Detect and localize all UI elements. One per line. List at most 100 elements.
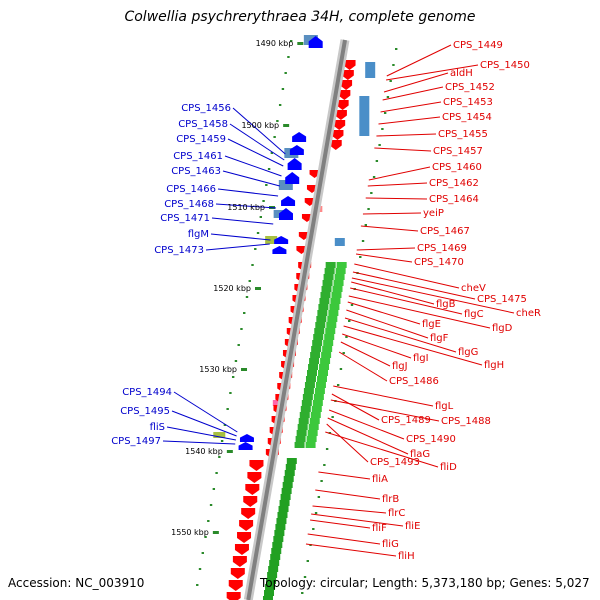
leader-line xyxy=(224,155,282,177)
leader-line xyxy=(352,271,476,300)
feature-box xyxy=(308,424,319,430)
guide-dot xyxy=(278,104,282,106)
guide-dot xyxy=(218,456,221,458)
guide-dot xyxy=(392,64,395,66)
guide-dot xyxy=(209,504,213,506)
gene-label: CPS_1490 xyxy=(406,434,456,445)
guide-dot xyxy=(350,304,354,306)
feature-box xyxy=(304,382,315,388)
forward-gene-arrow xyxy=(274,236,289,244)
guide-dot xyxy=(375,160,379,162)
gene-labels: 1490 kbp 1500 kbp 1510 kbp 1520 kbp 1530 kbp… xyxy=(111,39,541,562)
guide-dot xyxy=(254,248,257,250)
forward-gene-arrow xyxy=(289,145,304,155)
feature-box xyxy=(286,458,297,464)
scale-ticks xyxy=(196,40,398,594)
leader-line xyxy=(315,489,381,500)
gene-label: CPS_1449 xyxy=(453,40,503,51)
feature-box xyxy=(311,406,322,412)
feature-box xyxy=(298,418,309,424)
leader-line xyxy=(356,247,416,251)
feature-box xyxy=(270,554,281,560)
gene-label: CPS_1463 xyxy=(171,166,221,177)
feature-box xyxy=(320,292,331,298)
feature-box xyxy=(275,524,286,530)
leader-line xyxy=(166,426,237,441)
feature-box xyxy=(324,268,335,274)
guide-dot xyxy=(248,280,251,282)
guide-dot xyxy=(196,584,199,586)
feature-box xyxy=(330,298,341,304)
feature-box xyxy=(316,376,327,382)
feature-box xyxy=(312,340,323,346)
leader-line xyxy=(343,325,483,366)
feature-tracks xyxy=(213,35,376,600)
feature-box xyxy=(321,352,332,358)
leader-line xyxy=(362,212,422,215)
feature-box xyxy=(306,436,317,442)
leader-line xyxy=(355,253,413,263)
guide-dot xyxy=(284,72,287,74)
gene-label: CPS_1462 xyxy=(429,178,479,189)
feature-box xyxy=(302,394,313,400)
gene-label: flgE xyxy=(422,319,441,330)
gene-label: aldH xyxy=(450,68,473,79)
scale-tick xyxy=(297,42,304,45)
gene-label: CPS_1459 xyxy=(176,134,226,145)
guide-dot xyxy=(223,424,227,426)
leader-line xyxy=(348,295,491,329)
leader-line xyxy=(229,123,285,161)
gene-label: flgD xyxy=(492,323,513,334)
guide-dot xyxy=(281,88,285,90)
leader-line xyxy=(367,182,428,187)
gene-label: flgL xyxy=(435,401,454,412)
scale-tick xyxy=(241,368,248,371)
scale-label: 1490 kbp xyxy=(256,39,294,48)
gene-label: CPS_1467 xyxy=(420,226,470,237)
feature-box xyxy=(262,596,273,600)
forward-gene-arrow xyxy=(272,246,287,254)
forward-gene-arrow xyxy=(287,158,302,170)
feature-box xyxy=(277,512,288,518)
guide-dot xyxy=(243,312,246,314)
feature-box xyxy=(279,500,290,506)
guide-dot xyxy=(201,552,204,554)
reverse-gene-arrow xyxy=(226,592,241,600)
reverse-gene-arrow xyxy=(249,460,264,471)
feature-box xyxy=(316,316,327,322)
feature-box xyxy=(310,352,321,358)
guide-dot xyxy=(395,48,398,50)
guide-dot xyxy=(267,168,271,170)
feature-box xyxy=(307,430,318,436)
feature-box xyxy=(283,476,294,482)
gene-label: CPS_1470 xyxy=(414,257,464,268)
gene-label: flaG xyxy=(410,449,430,460)
leader-line xyxy=(326,423,369,463)
leader-line xyxy=(305,543,397,557)
feature-box xyxy=(281,488,292,494)
feature-box xyxy=(313,394,324,400)
feature-box xyxy=(323,274,334,280)
guide-dot xyxy=(342,352,345,354)
gene-label: flgB xyxy=(436,299,456,310)
feature-box xyxy=(282,482,293,488)
scale-label: 1550 kbp xyxy=(171,528,209,537)
feature-box xyxy=(323,340,334,346)
feature-box xyxy=(284,470,295,476)
feature-box xyxy=(315,322,326,328)
backbone-line xyxy=(246,39,347,600)
feature-box xyxy=(314,328,325,334)
reverse-gene-arrow xyxy=(247,472,262,483)
feature-box xyxy=(335,268,346,274)
leader-line xyxy=(378,116,441,125)
guide-dot xyxy=(262,200,265,202)
leader-line xyxy=(380,101,442,113)
feature-box xyxy=(333,280,344,286)
guide-dot xyxy=(378,144,381,146)
feature-box xyxy=(327,316,338,322)
feature-box xyxy=(326,322,337,328)
feature-box xyxy=(295,436,306,442)
guide-dot xyxy=(237,344,240,346)
leader-line xyxy=(340,341,391,367)
